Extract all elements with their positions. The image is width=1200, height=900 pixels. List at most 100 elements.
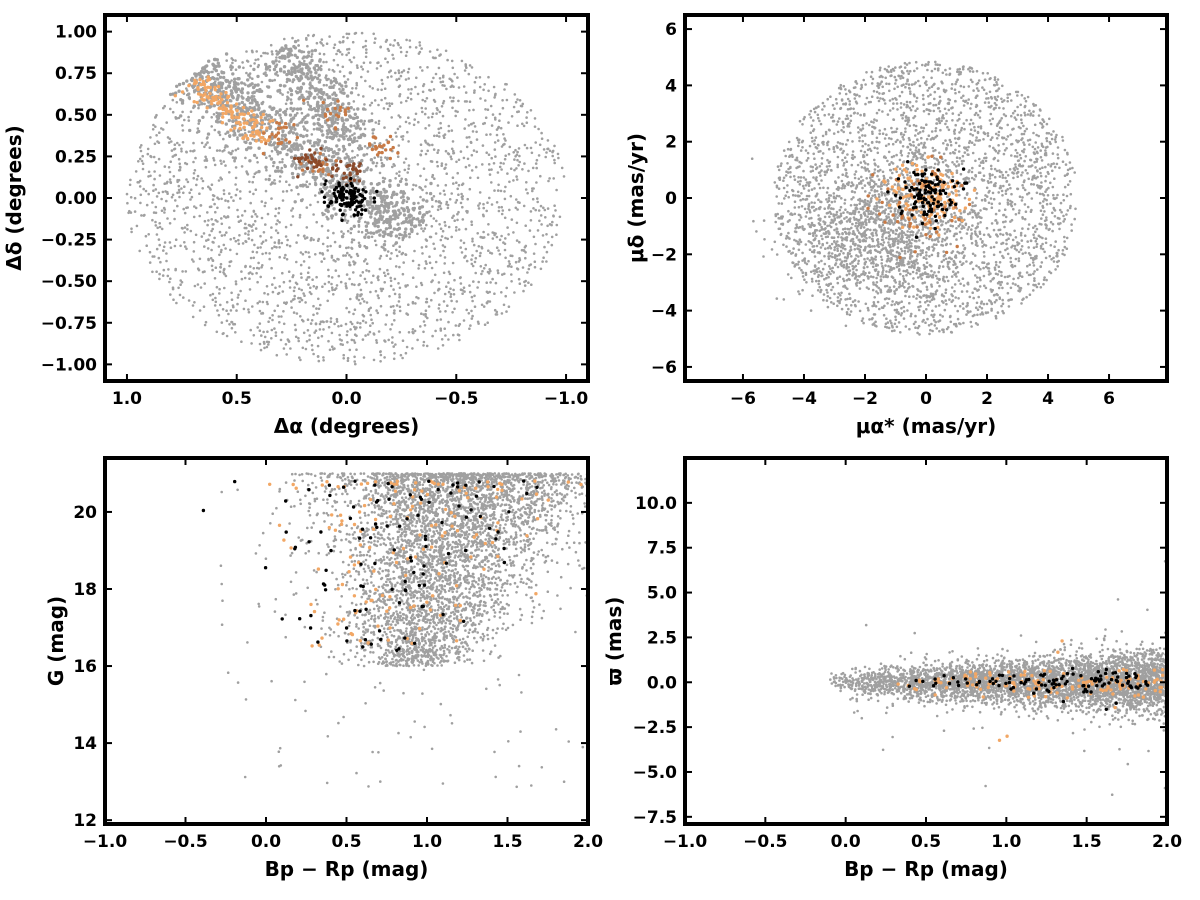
point [273,146,277,150]
point [314,113,318,118]
point [273,135,277,139]
point [476,232,480,235]
point [213,128,217,132]
point [382,220,386,224]
point [340,53,344,56]
point [438,192,442,195]
point [339,41,342,44]
point [439,227,443,230]
point [368,200,373,204]
point [397,114,401,117]
point [337,48,341,52]
point [366,333,370,336]
point [474,256,478,260]
point [140,159,144,163]
point [379,350,382,354]
point [332,114,336,118]
point [393,309,396,312]
point [405,200,409,203]
point [295,132,299,136]
point [212,113,216,116]
point [348,263,352,267]
point [1002,213,1006,217]
point [302,292,305,295]
point [167,166,171,169]
point [424,260,428,263]
point [261,151,266,156]
point [968,122,972,126]
point [304,237,307,240]
point [441,84,444,87]
point [441,244,445,247]
point [289,88,294,93]
point [823,207,826,210]
point [271,318,274,322]
point [550,243,554,247]
point [348,129,352,133]
point [487,249,490,252]
point [364,55,368,59]
point [392,190,396,194]
point [290,171,295,176]
point [345,333,349,337]
point [457,210,460,214]
point [350,247,354,250]
point [371,128,375,132]
y-tick-label: 0.25 [55,147,97,167]
point [161,128,165,131]
point [259,136,263,140]
point [296,234,300,237]
point [157,256,161,260]
point [186,180,190,184]
point [423,324,427,327]
point [453,219,457,222]
point [309,107,314,112]
point [447,225,451,229]
point [517,277,521,281]
point [444,224,447,227]
point [548,149,552,153]
point [546,224,549,228]
point [268,154,272,158]
point [341,180,345,184]
point [903,61,907,65]
point [541,234,545,237]
point [154,205,158,209]
point [217,179,221,182]
point [360,65,363,68]
point [357,241,361,245]
point [425,223,428,227]
point [503,216,507,220]
point [301,82,306,86]
point [256,83,260,87]
point [424,185,427,188]
point [356,189,360,193]
point [300,318,304,322]
point [230,65,234,69]
point [308,104,313,109]
point [449,155,453,158]
point [252,192,255,196]
point [419,195,422,199]
point [213,85,217,90]
point [186,92,191,97]
point [345,273,349,276]
point [379,195,384,199]
point [389,305,393,309]
point [518,201,521,204]
point [198,192,201,195]
point [361,132,365,137]
point [348,277,351,281]
point [503,272,506,276]
point [911,105,915,108]
point [373,144,378,149]
point [128,183,132,187]
point [228,323,231,326]
point [451,106,454,110]
point [199,88,204,92]
point [352,100,356,103]
point [473,305,477,309]
point [498,112,502,116]
point [840,291,843,295]
point [267,177,271,182]
